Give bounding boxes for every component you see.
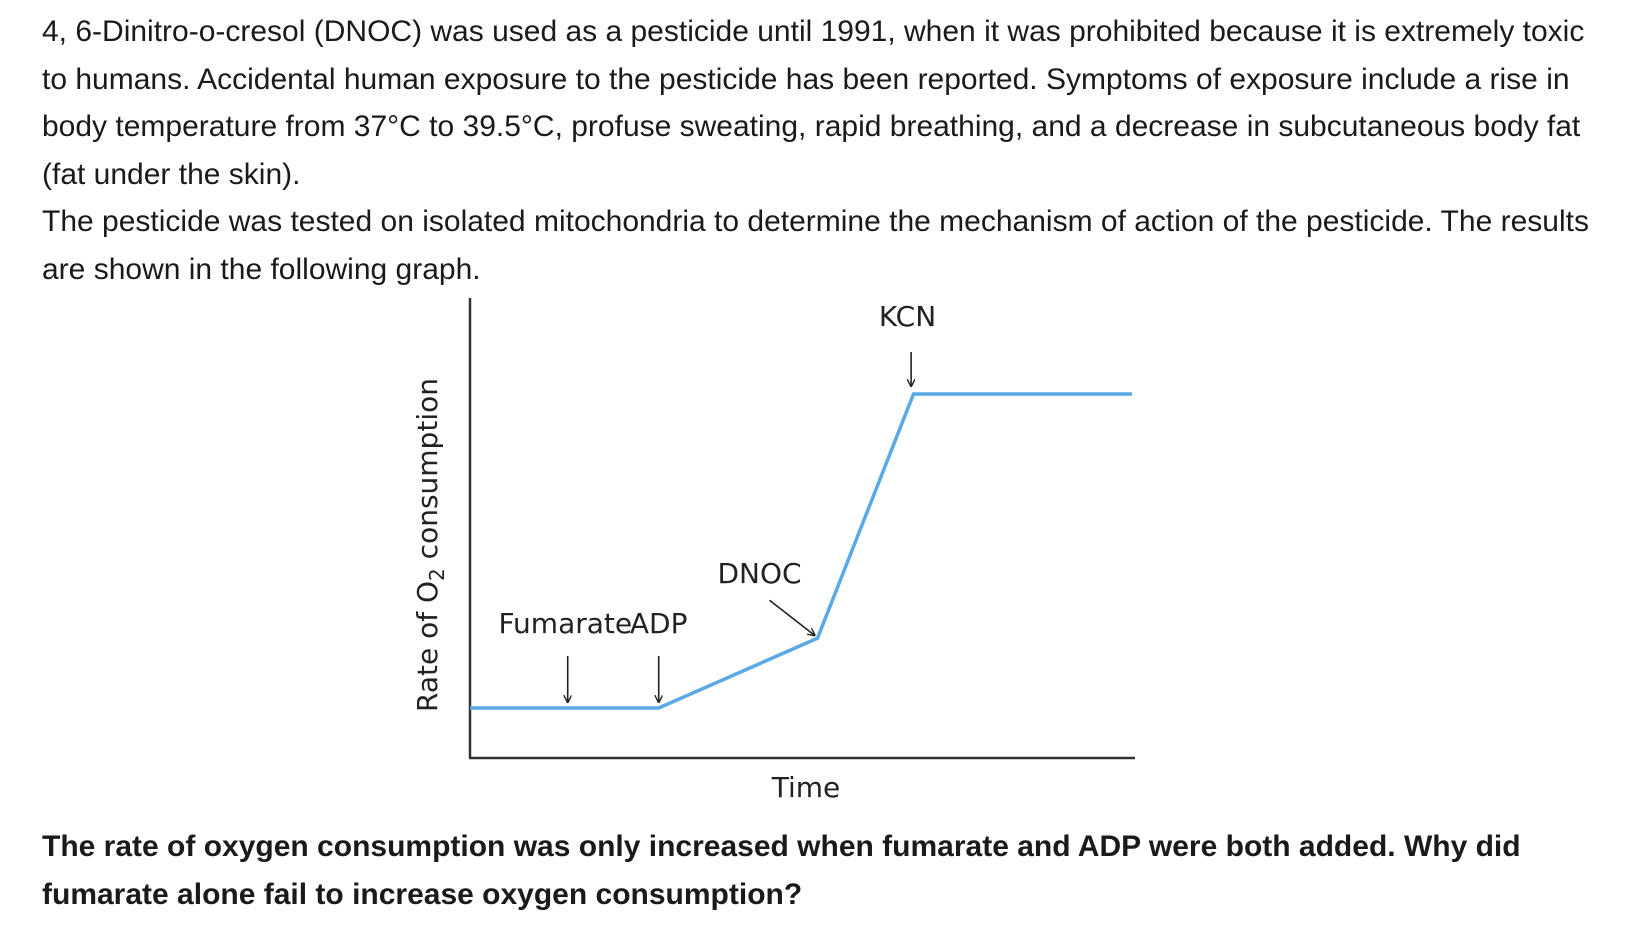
annotation-arrow-dnoc [769, 599, 815, 635]
annotation-label-dnoc: DNOC [717, 557, 801, 590]
y-axis-label-prefix: Rate of O [411, 581, 444, 712]
y-axis-label-subscript: 2 [425, 568, 449, 581]
intro-paragraph-2: The pesticide was tested on isolated mit… [42, 205, 1589, 286]
question-text: The rate of oxygen consumption was only … [42, 830, 1521, 911]
annotation-label-adp: ADP [630, 607, 688, 640]
x-axis-label: Time [771, 771, 841, 804]
chart-series-layer [470, 392, 1132, 710]
y-axis-label: Rate of O2 consumption [411, 378, 449, 712]
problem-intro: 4, 6-Dinitro-o-cresol (DNOC) was used as… [42, 8, 1602, 293]
series-line-0 [470, 392, 1132, 710]
chart-axes [468, 298, 1135, 760]
y-axis-label-suffix: consumption [411, 378, 444, 568]
annotation-label-fumarate: Fumarate [498, 607, 632, 640]
annotation-label-kcn: KCN [879, 300, 936, 333]
intro-paragraph-1: 4, 6-Dinitro-o-cresol (DNOC) was used as… [42, 15, 1585, 191]
